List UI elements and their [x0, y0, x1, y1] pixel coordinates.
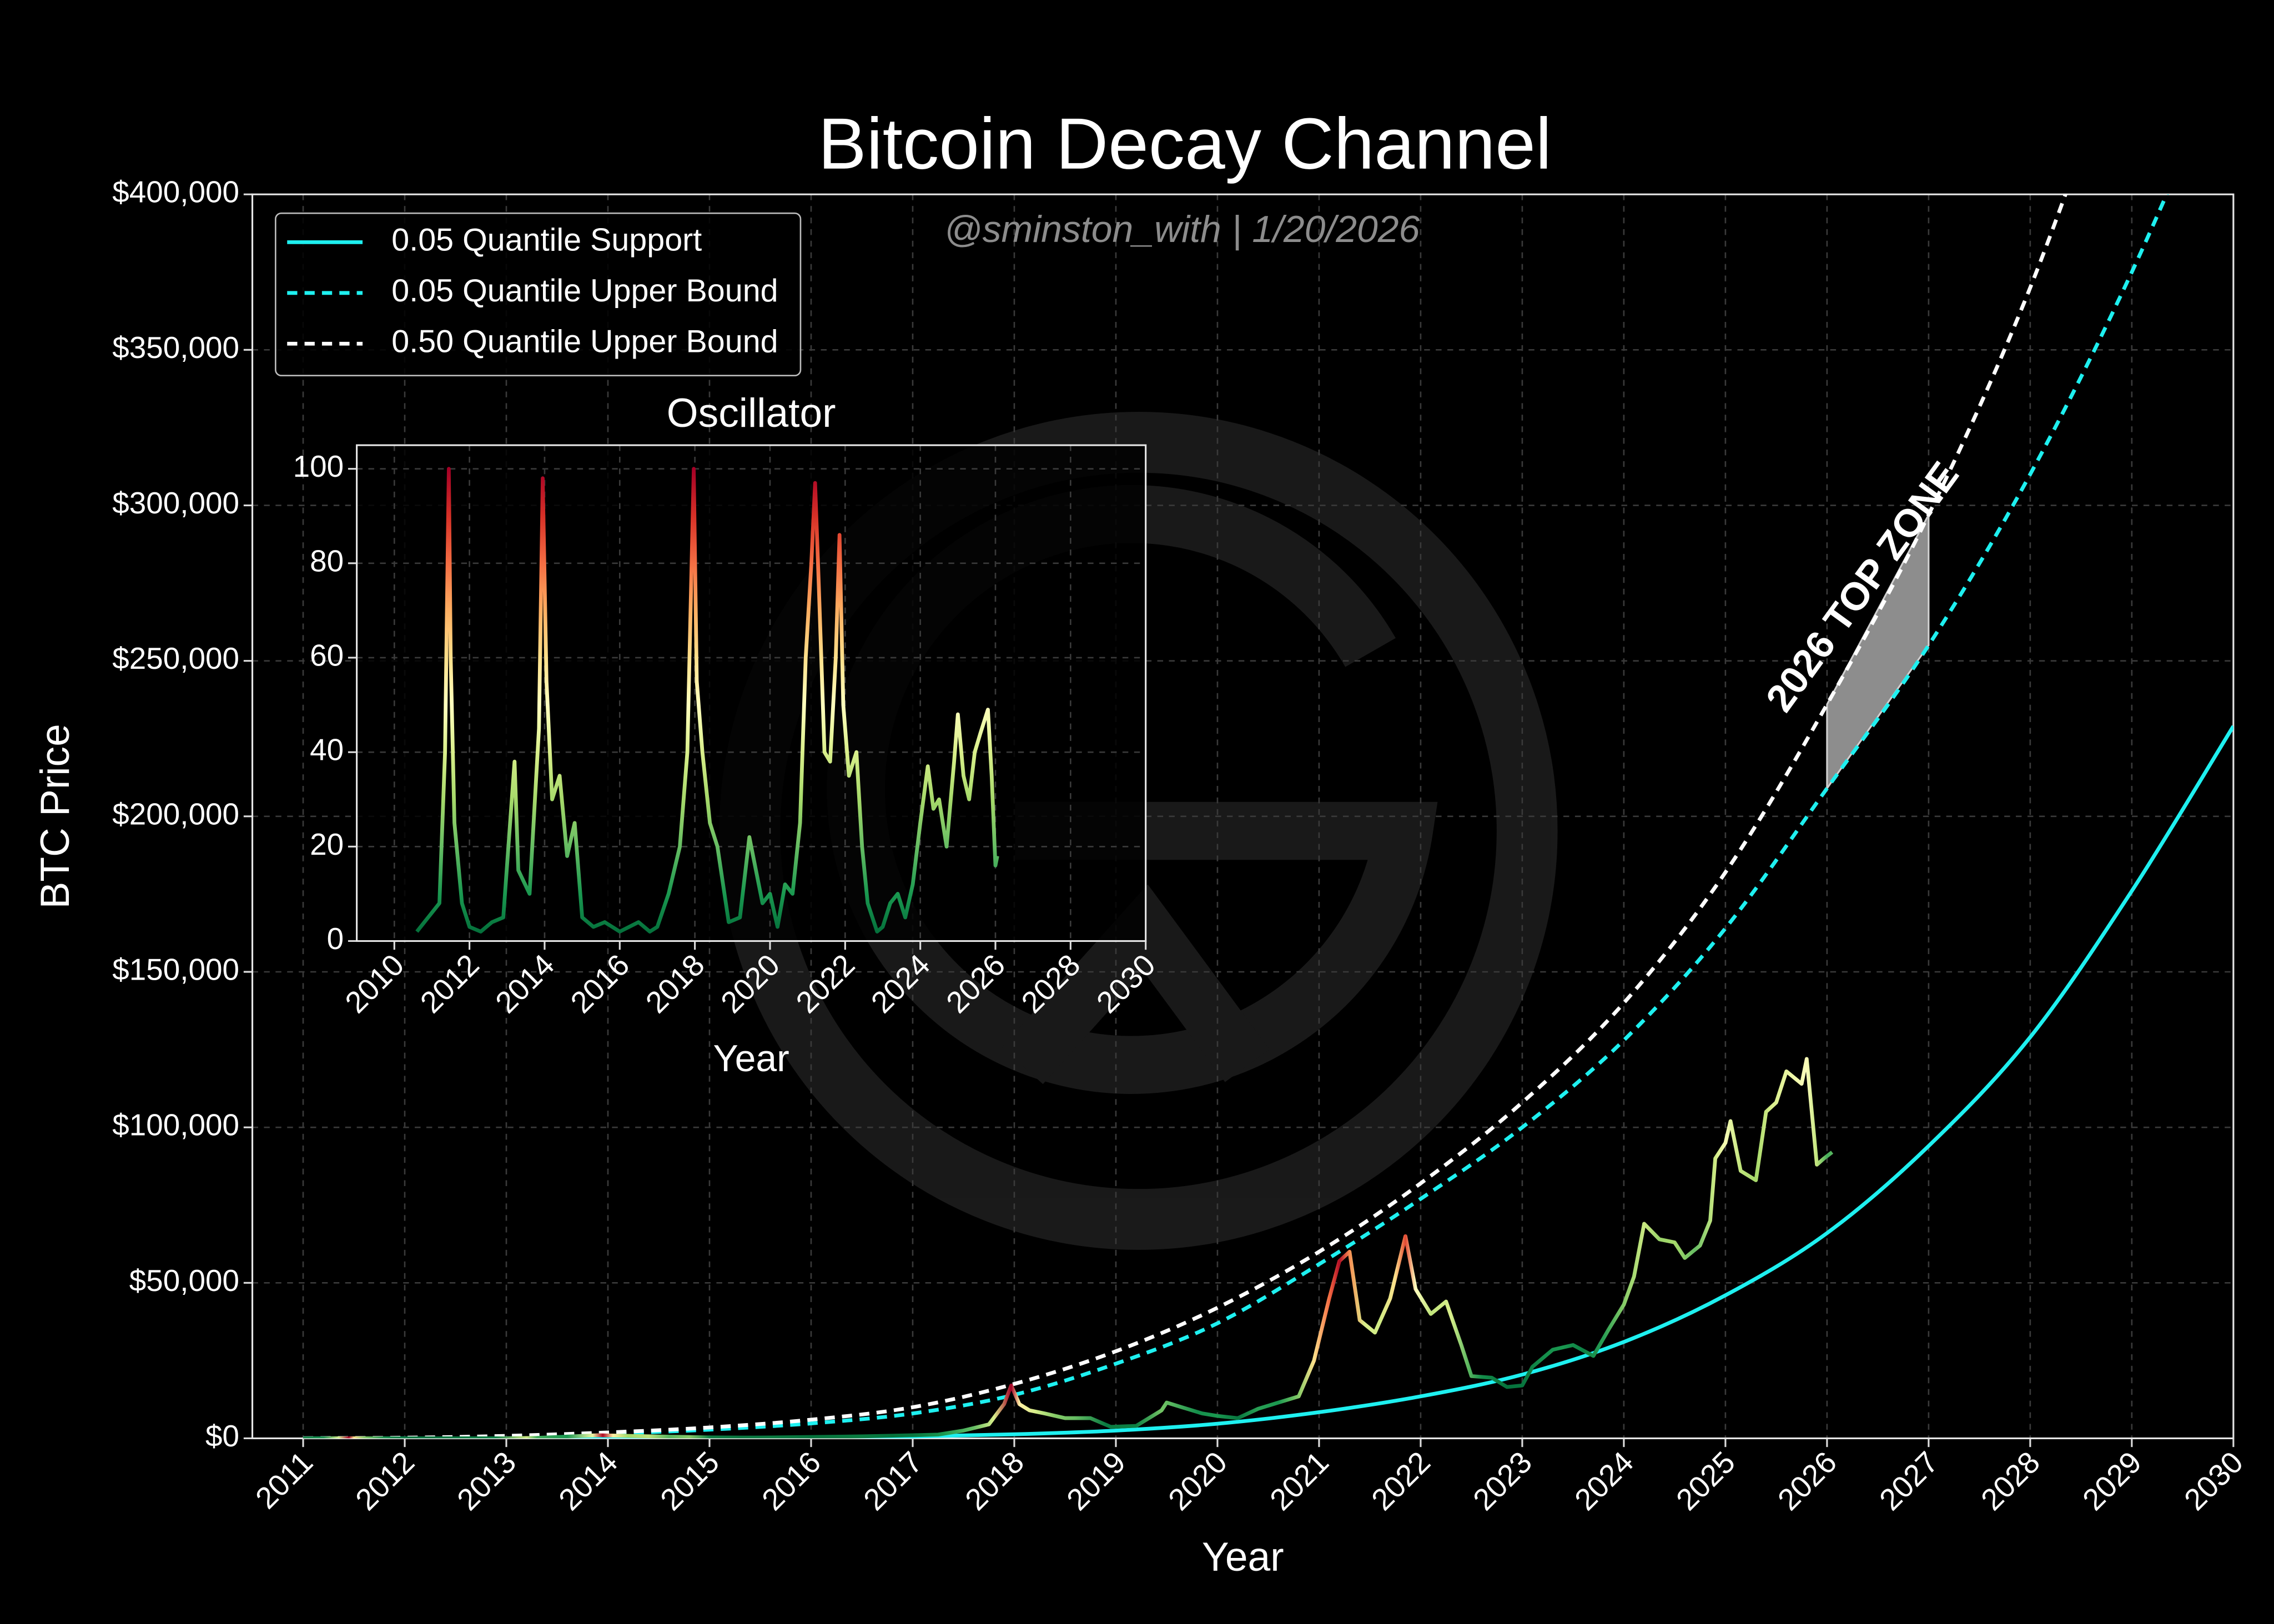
y-tick-label: $400,000: [112, 175, 239, 209]
axes-frame: [251, 193, 2235, 1440]
inset-title: Oscillator: [667, 391, 836, 436]
x-axis-label: Year: [1202, 1535, 1284, 1580]
y-tick-label: $150,000: [112, 952, 239, 986]
y-tick-label: 60: [310, 638, 344, 672]
legend-label: 0.05 Quantile Upper Bound: [391, 273, 778, 309]
y-tick-label: $50,000: [129, 1263, 239, 1298]
y-tick-label: $250,000: [112, 641, 239, 675]
y-tick-label: $100,000: [112, 1108, 239, 1142]
price-line: [415, 467, 999, 934]
y-tick-label: 0: [327, 921, 344, 956]
y-axis-label: BTC Price: [33, 724, 78, 909]
y-tick-label: $0: [205, 1419, 239, 1453]
axes-frame: [356, 444, 1147, 942]
x-axis-label: Year: [713, 1038, 789, 1080]
legend-label: 0.50 Quantile Upper Bound: [391, 324, 778, 359]
legend-box: [275, 212, 802, 377]
plot-background: [356, 445, 1146, 941]
y-tick-label: $350,000: [112, 330, 239, 365]
y-tick-label: 80: [310, 543, 344, 578]
chart-subtitle: @sminston_with | 1/20/2026: [944, 209, 1420, 250]
y-tick-label: $200,000: [112, 796, 239, 831]
series-line: [303, 725, 2233, 1439]
charts: 2011 2012 2013 2014 2015 2016 2017 2018 2019 2020…: [33, 103, 2250, 1580]
y-tick-label: 40: [310, 733, 344, 767]
inset-chart: 2010 2012 2014 2016 2018 2020 2022 2024 2026 2028…: [293, 391, 1162, 1080]
chart-title: Bitcoin Decay Channel: [818, 103, 1552, 184]
y-tick-label: 100: [293, 449, 344, 483]
y-tick-label: $300,000: [112, 486, 239, 520]
y-tick-label: 20: [310, 827, 344, 861]
legend: 0.05 Quantile Support 0.05 Quantile Upper…: [275, 212, 802, 377]
price-line: [303, 1057, 1834, 1439]
legend-label: 0.05 Quantile Support: [391, 223, 702, 258]
